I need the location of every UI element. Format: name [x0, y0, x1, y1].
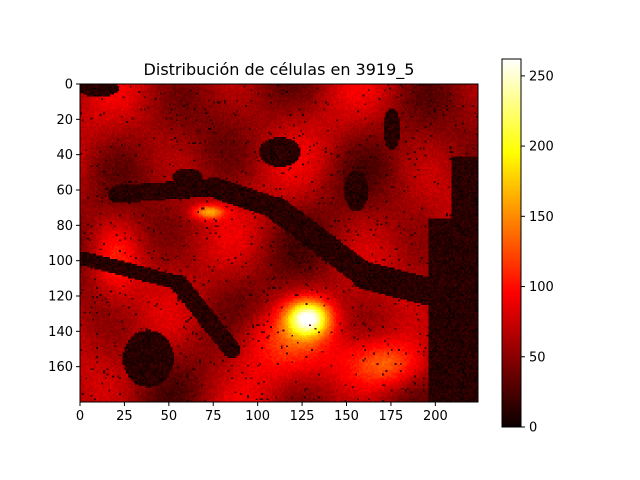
x-tick-label: 100: [245, 409, 270, 424]
colorbar-tick-label: 0: [529, 421, 537, 436]
colorbar-axis: 0 50 100 150 200 250: [521, 69, 554, 436]
y-tick-label: 20: [56, 113, 73, 128]
y-tick-label: 140: [48, 325, 73, 340]
y-tick-label: 120: [48, 290, 73, 305]
y-tick-label: 160: [48, 360, 73, 375]
y-axis: 0 20 40 60 80 100 120 140 160: [48, 78, 80, 375]
y-tick-label: 60: [56, 184, 73, 199]
heatmap-image: [80, 84, 478, 402]
y-tick-label: 80: [56, 219, 73, 234]
y-tick-label: 40: [56, 148, 73, 163]
colorbar-gradient: [501, 58, 522, 428]
y-tick-label: 100: [48, 254, 73, 269]
x-tick-label: 125: [290, 409, 315, 424]
y-tick-label: 0: [65, 78, 73, 93]
x-tick-label: 50: [161, 409, 178, 424]
colorbar-tick-label: 50: [529, 350, 546, 365]
colorbar-tick-label: 150: [529, 210, 554, 225]
x-tick-label: 175: [379, 409, 404, 424]
plot-frame: [79, 83, 479, 403]
x-tick-label: 0: [76, 409, 84, 424]
colorbar-tick-label: 250: [529, 69, 554, 84]
x-tick-label: 25: [116, 409, 133, 424]
x-tick-label: 75: [205, 409, 222, 424]
colorbar-tick-label: 100: [529, 280, 554, 295]
heatmap-plot: [79, 83, 479, 403]
x-tick-label: 200: [423, 409, 448, 424]
colorbar: 0 50 100 150 200 250: [501, 58, 554, 436]
chart-title: Distribución de células en 3919_5: [144, 60, 415, 80]
x-axis: 0 25 50 75 100 125 150 175 200: [76, 402, 448, 424]
x-tick-label: 150: [334, 409, 359, 424]
colorbar-tick-label: 200: [529, 140, 554, 155]
